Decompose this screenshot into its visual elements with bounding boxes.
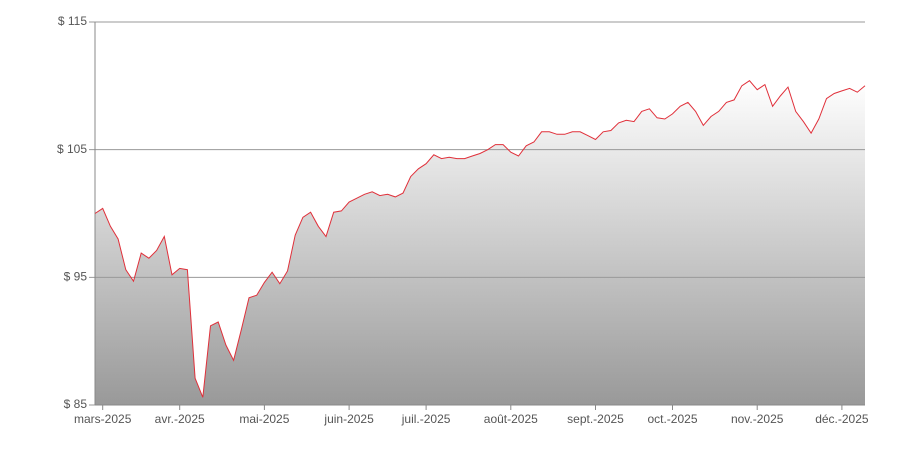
y-tick-label: $ 95	[64, 270, 88, 284]
line	[94, 80, 866, 398]
x-tick-label: déc.-2025	[815, 412, 869, 426]
y-tick-label: $ 85	[64, 397, 88, 411]
x-tick-label: juil.-2025	[401, 412, 451, 426]
x-tick-label: oct.-2025	[647, 412, 697, 426]
x-tick-label: mai-2025	[239, 412, 289, 426]
x-tick-label: nov.-2025	[731, 412, 784, 426]
x-tick-label: sept.-2025	[567, 412, 624, 426]
area-fill	[95, 80, 865, 405]
x-tick-label: mars-2025	[74, 412, 132, 426]
y-tick-label: $ 105	[57, 142, 87, 156]
x-tick-label: avr.-2025	[155, 412, 205, 426]
x-tick-label: août-2025	[484, 412, 538, 426]
y-tick-label: $ 115	[58, 14, 87, 28]
x-tick-label: juin-2025	[323, 412, 374, 426]
